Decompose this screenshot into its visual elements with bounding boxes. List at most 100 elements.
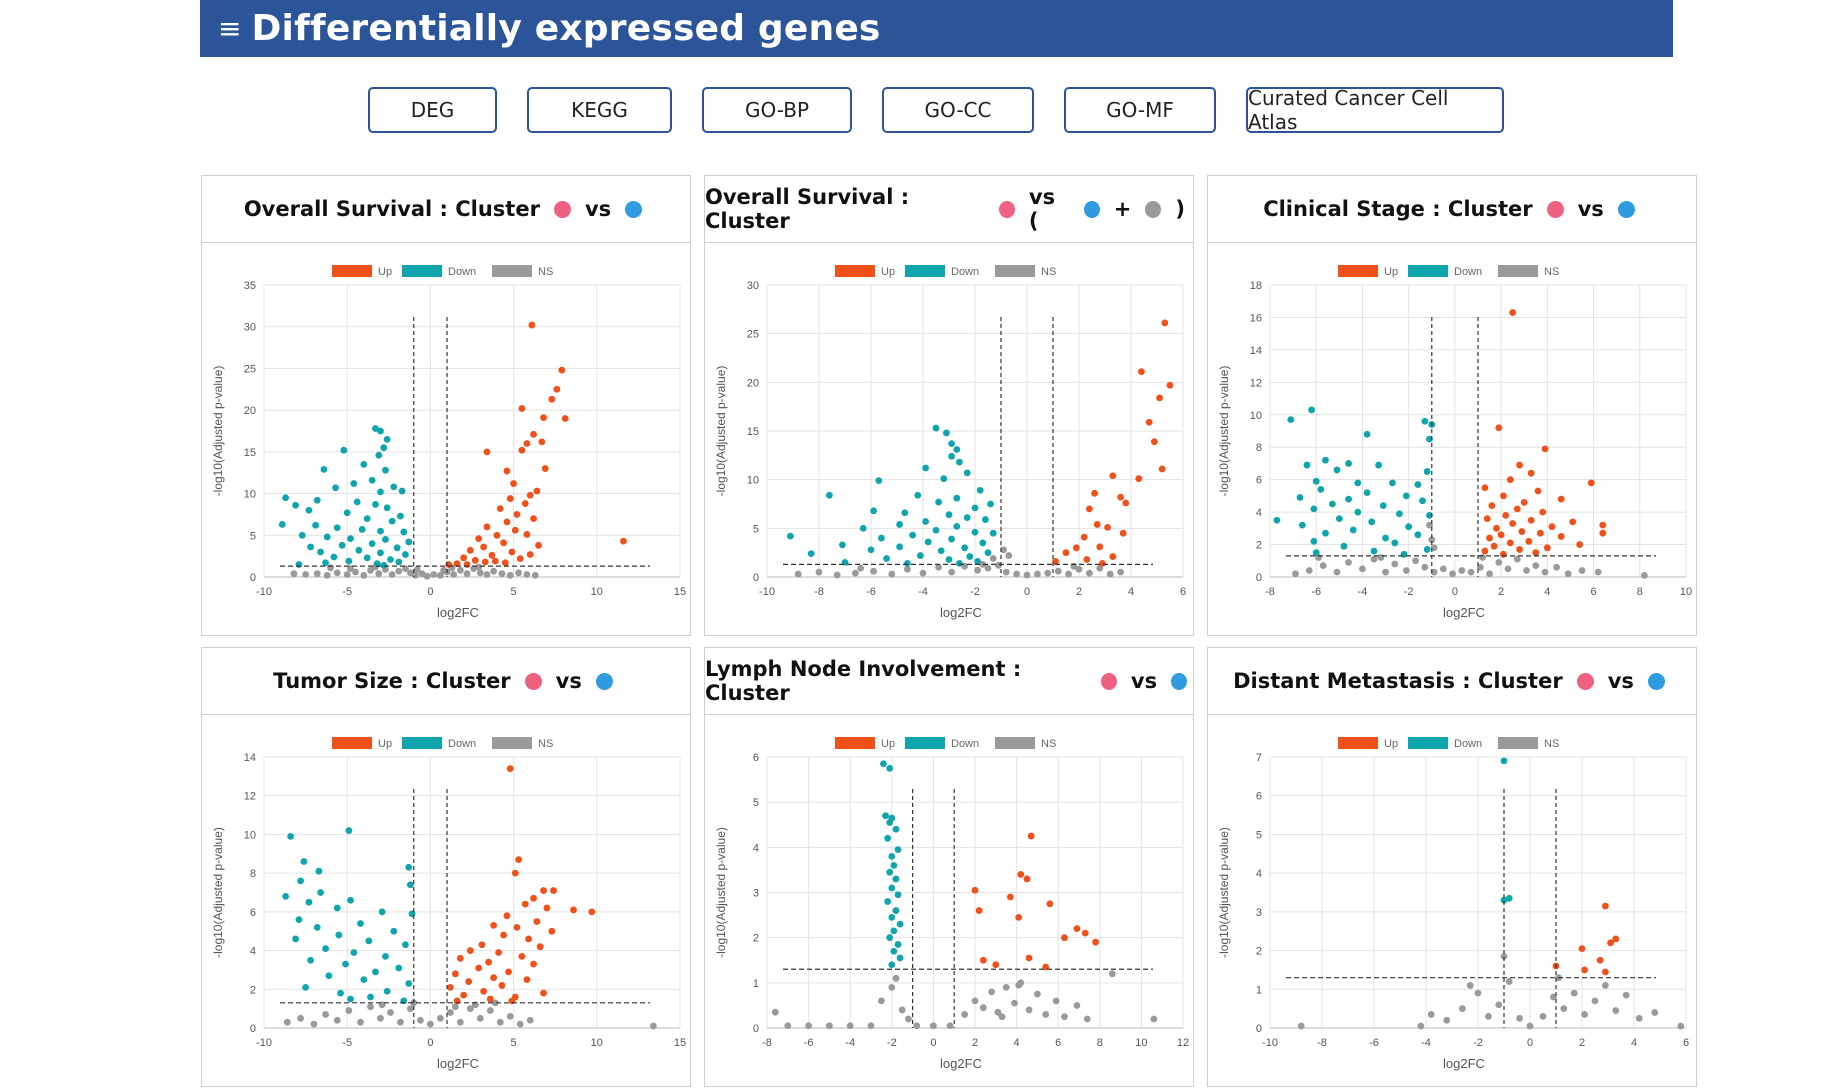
point-down	[347, 535, 354, 543]
point-down	[1389, 479, 1396, 487]
point-ns	[436, 1014, 444, 1022]
point-down	[408, 910, 416, 918]
point-up	[540, 414, 547, 422]
y-tick-label: 6	[1256, 475, 1262, 487]
y-tick-label: 6	[250, 907, 256, 919]
point-up	[1506, 476, 1514, 484]
point-up	[553, 385, 561, 393]
point-down	[932, 526, 940, 534]
x-axis-label: log2FC	[437, 1056, 479, 1071]
y-tick-label: 0	[753, 572, 759, 584]
x-tick-label: -10	[759, 586, 775, 598]
x-tick-label: 0	[427, 1037, 433, 1049]
point-up	[523, 976, 531, 984]
y-tick-label: 8	[1256, 442, 1262, 454]
x-tick-label: 4	[1631, 1037, 1637, 1049]
point-down	[377, 549, 384, 557]
point-down	[390, 483, 398, 491]
point-down	[971, 528, 979, 536]
tab-curated-cancer-cell-atlas[interactable]: Curated Cancer Cell Atlas	[1246, 86, 1504, 134]
point-ns	[994, 1008, 1002, 1016]
point-up	[480, 543, 488, 551]
legend-label-down: Down	[448, 266, 476, 278]
x-axis-label: log2FC	[1443, 1056, 1485, 1071]
point-ns	[1539, 1012, 1547, 1020]
point-ns	[1042, 1011, 1050, 1018]
point-ns	[523, 571, 531, 578]
point-up	[511, 526, 519, 534]
point-up	[1145, 418, 1153, 426]
chart-legend: Up Down NS	[1338, 265, 1559, 278]
point-ns	[490, 567, 498, 575]
point-ns	[367, 566, 374, 574]
legend-swatch-up	[1338, 737, 1378, 749]
point-down	[953, 446, 961, 453]
cluster-blue-dot	[625, 200, 643, 218]
x-tick-label: -6	[804, 1037, 814, 1049]
point-up	[1061, 934, 1068, 942]
y-tick-label: 3	[753, 888, 759, 900]
point-ns	[375, 570, 383, 578]
x-tick-label: 5	[511, 1037, 517, 1049]
point-ns	[1305, 567, 1313, 574]
legend-label-down: Down	[448, 738, 476, 750]
point-down	[953, 522, 961, 530]
point-up	[465, 978, 473, 985]
point-down	[1354, 479, 1362, 487]
y-tick-label: 1	[1256, 984, 1262, 996]
panel-title: Distant Metastasis : Cluster	[1233, 669, 1563, 693]
point-down	[1335, 515, 1343, 522]
point-down	[1310, 537, 1318, 545]
y-tick-label: 35	[244, 280, 256, 292]
point-up	[548, 927, 556, 935]
point-up	[1086, 505, 1093, 513]
deg-panel-tumor-size: Tumor Size : Cluster vs Up Down NS 0 2 4 6 8 10 1…	[201, 647, 691, 1087]
point-up	[1599, 521, 1607, 529]
point-up	[1119, 529, 1127, 537]
point-down	[966, 553, 974, 560]
point-ns	[1486, 570, 1493, 578]
x-tick-label: 0	[1024, 586, 1030, 598]
tab-go-bp[interactable]: GO-BP	[702, 87, 852, 133]
point-down	[338, 541, 346, 549]
tab-kegg[interactable]: KEGG	[527, 87, 672, 133]
point-ns	[1377, 554, 1385, 561]
point-down	[896, 521, 903, 528]
point-up	[490, 922, 498, 929]
point-down	[345, 827, 353, 834]
point-down	[282, 892, 290, 900]
point-ns	[1523, 567, 1530, 574]
point-up	[1488, 502, 1496, 510]
point-up	[506, 495, 514, 502]
point-up	[471, 556, 479, 564]
tab-go-mf[interactable]: GO-MF	[1064, 87, 1216, 133]
tab-go-cc[interactable]: GO-CC	[882, 87, 1034, 133]
point-down	[1322, 529, 1329, 537]
point-up	[992, 961, 1000, 969]
point-ns	[989, 555, 997, 562]
panel-title: Tumor Size : Cluster	[273, 669, 511, 693]
point-down	[963, 469, 971, 477]
point-down	[350, 480, 358, 487]
point-up	[1587, 479, 1595, 487]
tab-deg[interactable]: DEG	[368, 87, 497, 133]
point-down	[307, 956, 314, 964]
point-up	[1046, 900, 1054, 908]
legend-swatch-down	[402, 265, 442, 277]
point-down	[1322, 456, 1329, 464]
point-down	[1414, 481, 1422, 488]
point-up	[1158, 465, 1166, 473]
point-up	[513, 511, 521, 518]
y-tick-label: 14	[1250, 345, 1262, 357]
x-tick-label: -4	[1421, 1037, 1431, 1049]
point-down	[1423, 546, 1431, 553]
point-down	[1363, 489, 1371, 497]
menu-icon[interactable]: ≡	[218, 12, 242, 45]
point-ns	[1504, 565, 1512, 573]
point-up	[1109, 553, 1117, 560]
point-down	[963, 514, 971, 522]
point-up	[495, 949, 503, 956]
point-down	[1298, 521, 1306, 529]
point-down	[948, 440, 955, 448]
point-ns	[516, 1020, 524, 1028]
